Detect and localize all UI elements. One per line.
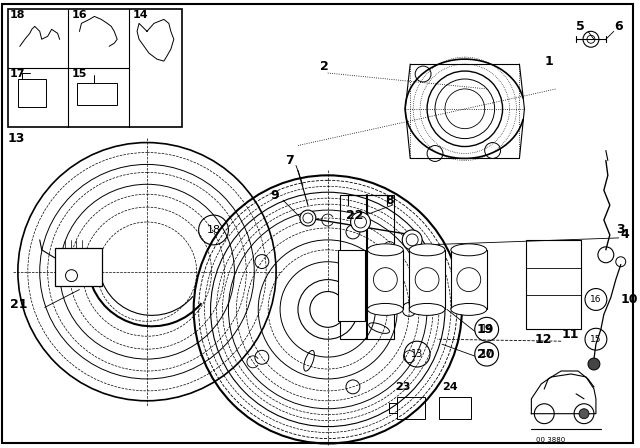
Text: 9: 9 — [270, 189, 279, 202]
Text: 13: 13 — [411, 349, 423, 359]
Ellipse shape — [405, 231, 419, 239]
Text: 11: 11 — [561, 328, 579, 341]
Text: 1: 1 — [544, 55, 553, 68]
Text: 00 3880: 00 3880 — [536, 436, 566, 443]
Text: 2: 2 — [320, 60, 328, 73]
Text: 20: 20 — [477, 348, 494, 361]
Text: 15: 15 — [590, 335, 602, 344]
Text: 18: 18 — [10, 10, 26, 21]
Bar — [18, 79, 45, 107]
Bar — [340, 195, 394, 339]
Bar — [397, 397, 425, 419]
Bar — [367, 250, 403, 310]
Text: 21: 21 — [10, 298, 28, 311]
Text: 10: 10 — [621, 293, 638, 306]
Text: 13: 13 — [8, 132, 26, 145]
Circle shape — [403, 230, 422, 250]
Text: 12: 12 — [534, 333, 552, 346]
Text: 15: 15 — [72, 69, 87, 79]
Bar — [338, 250, 365, 321]
Text: 3: 3 — [616, 224, 625, 237]
Bar — [451, 250, 486, 310]
Bar — [439, 397, 471, 419]
Ellipse shape — [409, 303, 445, 315]
Text: 14: 14 — [481, 324, 493, 334]
Text: 4: 4 — [621, 228, 630, 241]
Ellipse shape — [301, 214, 315, 222]
Text: 7: 7 — [285, 154, 294, 167]
Text: 8: 8 — [385, 194, 394, 207]
Text: 23: 23 — [396, 382, 411, 392]
Text: 16: 16 — [72, 10, 87, 21]
Bar — [54, 248, 102, 285]
Bar — [409, 250, 445, 310]
Ellipse shape — [409, 244, 445, 256]
Text: 16: 16 — [590, 295, 602, 304]
Circle shape — [310, 292, 346, 327]
Circle shape — [588, 358, 600, 370]
Circle shape — [579, 409, 589, 419]
Text: 19: 19 — [477, 323, 494, 336]
Text: 17: 17 — [481, 349, 493, 359]
Text: 5: 5 — [576, 20, 585, 33]
Ellipse shape — [451, 244, 486, 256]
Text: 22: 22 — [346, 209, 363, 222]
Ellipse shape — [367, 244, 403, 256]
Text: 18: 18 — [207, 225, 221, 235]
Text: 17: 17 — [10, 69, 26, 79]
Ellipse shape — [451, 303, 486, 315]
Circle shape — [351, 212, 371, 232]
Text: 24: 24 — [442, 382, 458, 392]
Text: 6: 6 — [614, 20, 623, 33]
Circle shape — [300, 210, 316, 226]
Text: 14: 14 — [133, 10, 148, 21]
Bar — [77, 83, 117, 105]
Ellipse shape — [367, 303, 403, 315]
Bar — [8, 9, 182, 127]
